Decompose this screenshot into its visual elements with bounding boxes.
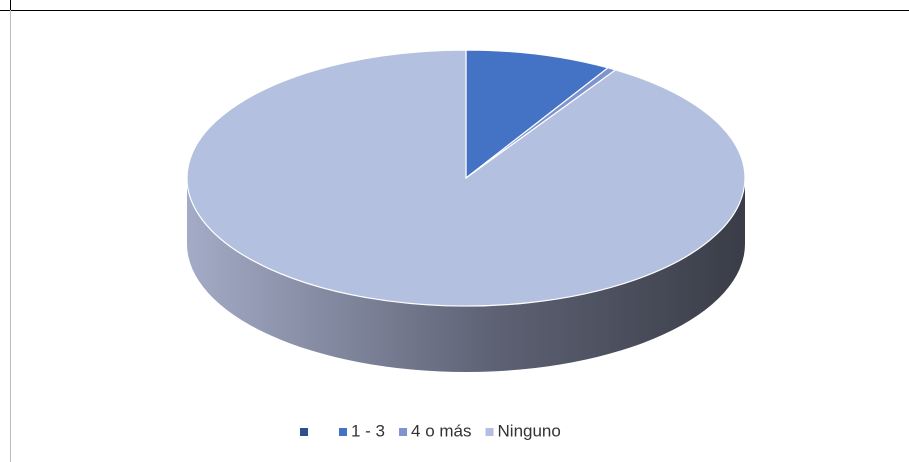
pie-slice	[465, 49, 610, 180]
legend-marker	[399, 428, 408, 436]
pie	[186, 49, 746, 372]
legend-label: 4 o más	[411, 421, 471, 440]
legend-marker	[485, 428, 494, 436]
legend-label: Ninguno	[498, 421, 561, 440]
legend-marker	[339, 428, 347, 436]
legend-label: 1 - 3	[351, 421, 385, 440]
pie-side	[187, 178, 745, 372]
pie-slice	[186, 49, 746, 307]
legend-marker	[300, 428, 308, 436]
legend: 1 - 3 4 o más Ninguno	[300, 421, 561, 440]
